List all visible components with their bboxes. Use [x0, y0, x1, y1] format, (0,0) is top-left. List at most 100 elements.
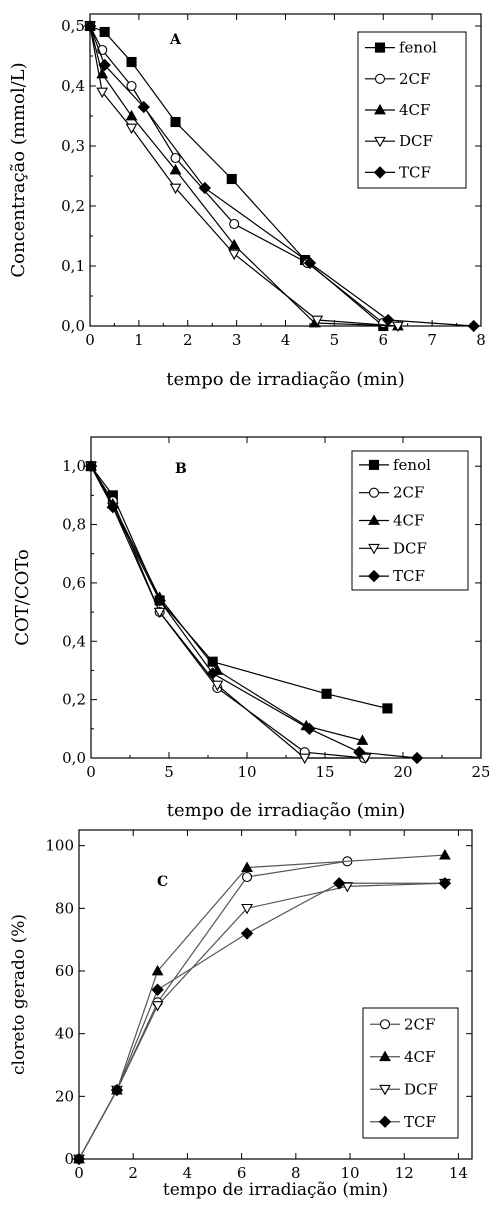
legend-label: fenol: [399, 39, 437, 57]
legend-marker: [373, 166, 387, 179]
data-point: [303, 256, 317, 270]
y-axis-label: Concentração (mmol/L): [8, 62, 29, 277]
data-point: [98, 58, 111, 72]
data-point: [99, 26, 110, 38]
data-point: [311, 315, 324, 327]
legend-marker: [374, 42, 386, 53]
legend-marker: [374, 136, 386, 148]
x-tick-label: 1: [134, 331, 144, 349]
y-tick-label: 100: [45, 837, 74, 855]
data-point: [125, 109, 138, 121]
plot-frame: [78, 829, 473, 1160]
y-tick-label: 0: [64, 1150, 74, 1168]
series-line: [90, 465, 388, 709]
y-tick-label: 20: [55, 1087, 74, 1105]
data-point: [438, 877, 452, 890]
x-tick-label: 8: [476, 331, 486, 349]
y-tick-label: 0,0: [62, 749, 86, 767]
data-point: [228, 249, 241, 261]
data-point: [353, 745, 366, 759]
legend: 2CF 4CF DCF TCF: [362, 1007, 459, 1139]
data-point: [126, 80, 137, 92]
legend-marker: [374, 103, 386, 115]
x-tick-label: 3: [232, 331, 242, 349]
data-point: [381, 313, 395, 327]
y-tick-label: 0,4: [62, 632, 86, 650]
series-2cf: [73, 856, 353, 1165]
y-tick-label: 0,4: [61, 77, 85, 95]
data-point: [206, 667, 219, 680]
data-point: [106, 500, 120, 514]
data-point: [125, 123, 138, 135]
x-tick-label: 5: [164, 763, 174, 781]
legend-label: 4CF: [399, 101, 430, 119]
y-tick-label: 40: [55, 1025, 74, 1043]
chart-panel-c: 0 2 4 6 8 10 12 14 0 20 40 60 80 100 tempo de irradiaç…: [9, 829, 473, 1200]
series-dcf: [85, 461, 372, 765]
y-tick-label: 0,2: [61, 197, 85, 215]
data-point: [439, 848, 451, 860]
x-tick-label: 12: [395, 1164, 414, 1182]
data-point: [392, 321, 404, 333]
data-point: [169, 183, 182, 195]
data-point: [341, 882, 354, 893]
data-point: [356, 734, 369, 745]
legend-label: 4CF: [404, 1048, 435, 1066]
x-tick-label: 6: [237, 1164, 247, 1182]
data-point: [84, 460, 98, 473]
panel-label: B: [175, 461, 187, 477]
x-tick-label: 20: [393, 763, 412, 781]
x-tick-label: 5: [330, 331, 340, 349]
data-point: [126, 56, 137, 68]
x-tick-label: 2: [183, 331, 193, 349]
data-point: [170, 116, 181, 128]
chart-panel-b: 0 5 10 15 20 25 0,0 0,2 0,4 0,6 0,8 1,0 tempo de irr…: [12, 436, 489, 821]
legend-label: TCF: [404, 1113, 436, 1131]
data-point: [151, 983, 164, 996]
series-line: [90, 465, 366, 759]
x-axis-label: tempo de irradiação (min): [167, 800, 405, 821]
x-tick-label: 14: [449, 1164, 468, 1182]
legend-label: TCF: [399, 163, 431, 181]
data-point: [241, 871, 253, 883]
data-point: [303, 722, 316, 735]
x-tick-label: 0: [86, 763, 96, 781]
x-tick-label: 4: [281, 331, 291, 349]
data-point: [240, 927, 254, 940]
series-line: [89, 25, 398, 327]
legend-marker: [368, 543, 380, 555]
legend-label: DCF: [404, 1080, 438, 1098]
legend-marker: [368, 514, 380, 525]
chart-panel-a: 0 1 2 3 4 5 6 7 8 0,0 0,1 0,2 0,3 0,4 0,5 tempo de irra…: [8, 13, 486, 390]
data-point: [359, 753, 372, 765]
data-point: [83, 19, 97, 33]
data-point: [211, 680, 224, 692]
x-tick-label: 4: [183, 1164, 193, 1182]
panel-label: C: [157, 874, 168, 890]
y-tick-label: 0,2: [62, 691, 86, 709]
x-tick-label: 0: [85, 331, 95, 349]
series-fenol: [84, 20, 389, 332]
data-point: [110, 1083, 124, 1097]
y-tick-label: 60: [55, 962, 74, 980]
y-tick-label: 0,0: [61, 317, 85, 335]
data-point: [207, 656, 218, 667]
y-tick-label: 0,3: [61, 137, 85, 155]
data-point: [72, 1152, 86, 1166]
legend-marker: [374, 73, 386, 84]
legend-label: 2CF: [393, 484, 424, 502]
x-tick-label: 6: [378, 331, 388, 349]
x-tick-label: 2: [128, 1164, 138, 1182]
y-tick-label: 80: [55, 899, 74, 917]
legend-label: TCF: [393, 567, 425, 585]
series-2cf: [85, 461, 370, 764]
legend-label: fenol: [393, 456, 431, 474]
data-point: [228, 238, 241, 250]
series-tcf: [84, 460, 424, 765]
legend: fenol 2CF 4CF DCF TCF: [357, 31, 467, 189]
legend-marker: [368, 487, 380, 498]
y-tick-label: 0,1: [61, 257, 85, 275]
data-point: [410, 751, 424, 765]
